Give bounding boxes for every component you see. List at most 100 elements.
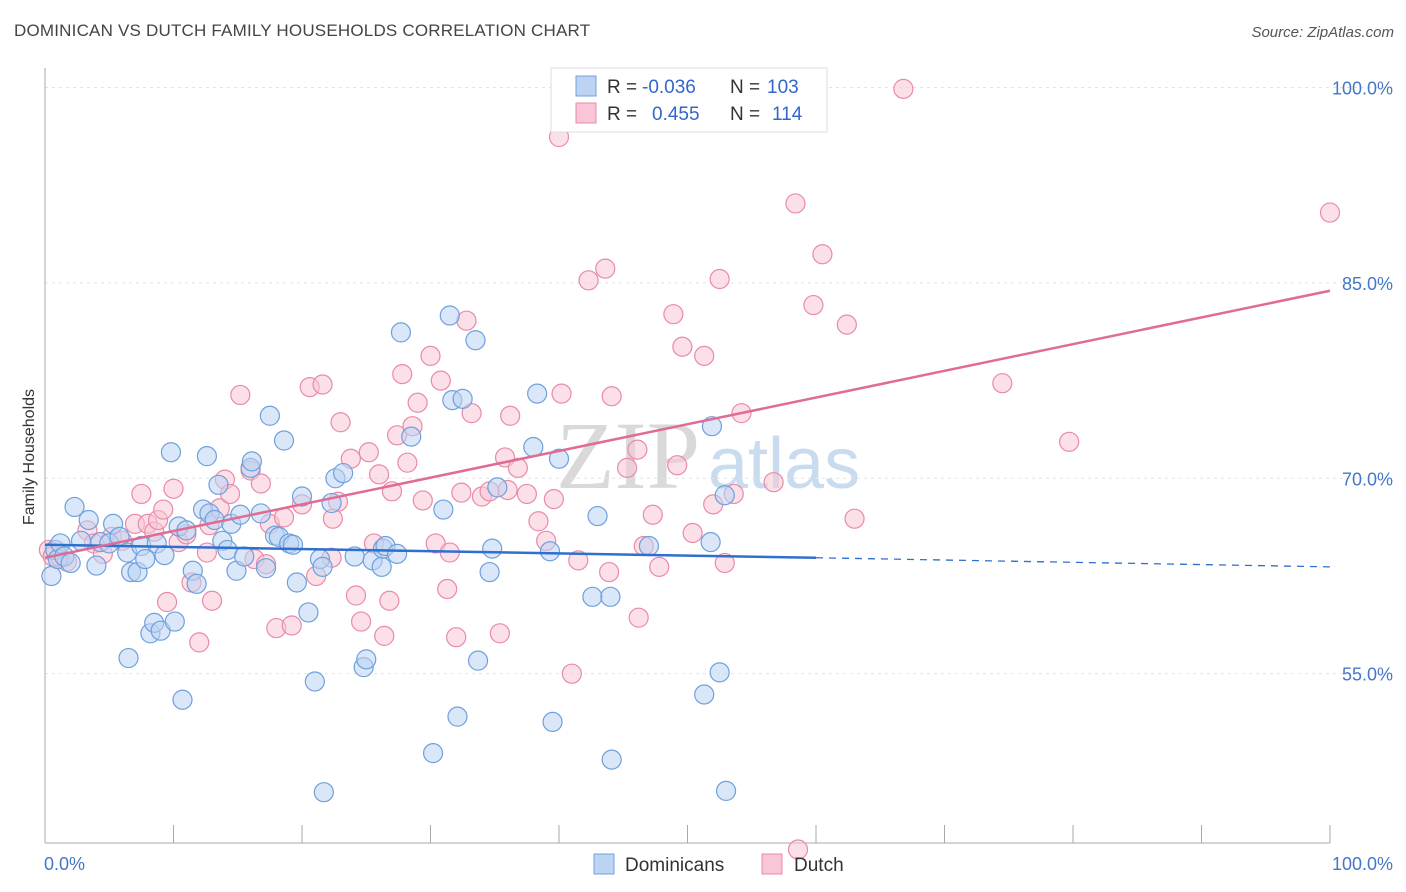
- point-dutch: [992, 373, 1013, 394]
- point-dominicans: [487, 477, 508, 498]
- point-dutch: [500, 405, 521, 426]
- chart-source: Source: ZipAtlas.com: [1251, 24, 1394, 41]
- series-legend: Dominicans Dutch: [593, 853, 844, 876]
- grid-lines: [45, 87, 1395, 675]
- watermark: ZIP atlas: [556, 402, 860, 509]
- point-dutch: [595, 258, 616, 279]
- point-dominicans: [709, 662, 730, 683]
- legend-n-label: N =: [730, 77, 760, 98]
- point-dominicans: [447, 706, 468, 727]
- point-dutch: [437, 578, 458, 600]
- point-dominicans: [150, 620, 171, 641]
- point-dutch: [374, 625, 395, 646]
- legend-label-dominicans: Dominicans: [625, 855, 724, 876]
- point-dominicans: [701, 416, 723, 437]
- point-dutch: [312, 374, 333, 395]
- legend-r-label: R =: [607, 77, 637, 98]
- point-dutch: [451, 482, 472, 503]
- point-dutch: [489, 623, 510, 644]
- point-dominicans: [70, 530, 92, 551]
- point-dominicans: [60, 552, 81, 574]
- point-dutch: [446, 627, 467, 648]
- point-dutch: [201, 590, 223, 611]
- legend-swatch-dominicans: [575, 75, 597, 97]
- point-dominicans: [539, 541, 561, 562]
- point-dominicans: [356, 649, 377, 670]
- point-dominicans: [452, 388, 473, 409]
- point-dominicans: [422, 743, 444, 764]
- point-dutch: [709, 268, 730, 290]
- point-dutch: [330, 412, 351, 433]
- point-dominicans: [439, 305, 460, 326]
- point-dominicans: [41, 565, 62, 587]
- legend-swatch-dutch: [761, 853, 783, 875]
- x-tick-label-min: 0.0%: [44, 854, 85, 874]
- point-dutch: [407, 392, 428, 413]
- point-dutch: [803, 294, 824, 316]
- point-dutch: [1319, 202, 1341, 223]
- point-dominicans: [638, 535, 660, 557]
- point-dominicans: [160, 442, 182, 463]
- point-dutch: [369, 464, 390, 485]
- data-points: [38, 78, 1341, 860]
- point-dutch: [281, 615, 302, 636]
- point-dominicans: [64, 496, 85, 518]
- point-dutch: [358, 442, 379, 463]
- point-dutch: [627, 439, 648, 460]
- trend-line-dominicans: [44, 543, 817, 559]
- point-dominicans: [433, 499, 454, 520]
- point-dominicans: [208, 474, 229, 495]
- point-dominicans: [542, 711, 563, 732]
- chart-title: DOMINICAN VS DUTCH FAMILY HOUSEHOLDS COR…: [14, 21, 591, 40]
- legend-swatch-dutch: [575, 102, 597, 124]
- point-dutch: [787, 839, 809, 860]
- point-dominicans: [694, 684, 715, 705]
- point-dominicans: [78, 509, 99, 531]
- legend-n-label: N =: [730, 104, 760, 125]
- trend-line-dominicans-extension: [815, 557, 1331, 568]
- point-dutch: [836, 314, 857, 335]
- point-dominicans: [172, 689, 193, 710]
- point-dominicans: [282, 534, 304, 555]
- point-dominicans: [186, 573, 207, 594]
- point-dominicans: [371, 556, 392, 577]
- point-dutch: [763, 472, 784, 493]
- point-dominicans: [259, 405, 280, 426]
- point-dutch: [617, 457, 638, 478]
- legend-label-dutch: Dutch: [794, 855, 844, 876]
- point-dutch: [379, 590, 400, 611]
- point-dutch: [694, 345, 715, 366]
- point-dominicans: [587, 505, 608, 527]
- point-dominicans: [333, 462, 354, 484]
- point-dutch: [667, 455, 688, 476]
- legend-swatch-dominicans: [593, 853, 615, 875]
- y-tick-labels: 55.0% 70.0% 85.0% 100.0%: [1332, 79, 1393, 685]
- point-dominicans: [312, 556, 333, 577]
- legend-box: [550, 67, 828, 133]
- point-dutch: [430, 370, 451, 391]
- point-dominicans: [386, 543, 408, 564]
- point-dominicans: [196, 446, 218, 467]
- point-dutch: [682, 522, 703, 544]
- point-dominicans: [154, 545, 175, 566]
- trend-lines: [44, 289, 1331, 568]
- y-axis-label: Family Households: [21, 389, 38, 525]
- point-dominicans: [401, 426, 422, 447]
- point-dutch: [189, 632, 210, 653]
- point-dominicans: [255, 558, 277, 579]
- point-dutch: [628, 607, 649, 628]
- y-tick-label: 85.0%: [1342, 274, 1393, 294]
- point-dominicans: [164, 611, 185, 632]
- point-dominicans: [714, 485, 735, 506]
- point-dominicans: [600, 586, 621, 607]
- legend-n-value-dominicans: 103: [767, 77, 799, 98]
- point-dominicans: [601, 749, 622, 770]
- point-dutch: [642, 504, 663, 525]
- y-tick-label: 55.0%: [1342, 665, 1393, 685]
- legend-r-value-dominicans: -0.036: [642, 77, 696, 98]
- point-dutch: [392, 363, 413, 385]
- point-dominicans: [482, 538, 503, 559]
- point-dominicans: [527, 383, 548, 404]
- point-dominicans: [291, 486, 313, 507]
